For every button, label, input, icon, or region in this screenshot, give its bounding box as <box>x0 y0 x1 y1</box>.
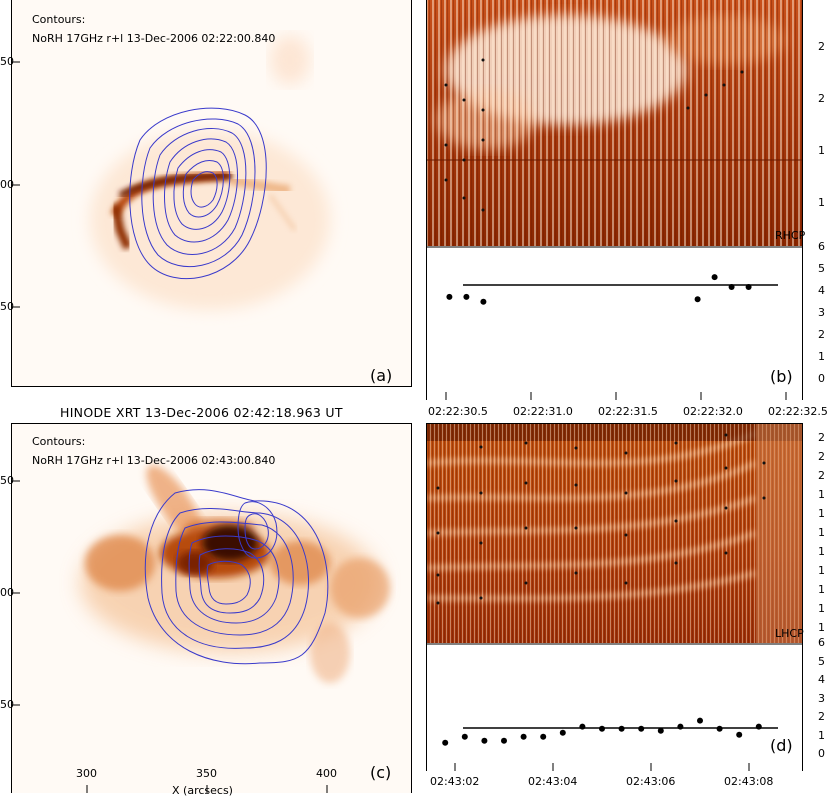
data-point <box>728 284 735 290</box>
x-tick: 02:43:06 <box>626 775 676 788</box>
contours-description: NoRH 17GHz r+l 13-Dec-2006 02:22:00.840 <box>32 32 276 45</box>
panel-a: Contours: NoRH 17GHz r+l 13-Dec-2006 02:… <box>0 0 412 387</box>
panel-tag: (d) <box>770 736 793 755</box>
right-tick: 2 <box>818 710 825 723</box>
data-point <box>657 727 664 734</box>
right-tick: 2 <box>818 431 825 444</box>
right-tick: 1 <box>818 621 825 634</box>
data-point <box>745 284 752 290</box>
right-tick: 4 <box>818 284 825 297</box>
right-tick: 2 <box>818 40 825 53</box>
data-point <box>579 723 586 730</box>
polarization-label: LHCP <box>775 627 804 640</box>
x-tick: 02:22:32.5 <box>768 405 828 418</box>
panel-d: LHCP (d) 2 2 2 1 1 1 1 1 1 1 1 6 5 4 3 2 1 0 <box>426 423 830 771</box>
x-tick: 350 <box>196 767 217 780</box>
right-tick: 1 <box>818 507 825 520</box>
right-tick: 1 <box>818 583 825 596</box>
data-point <box>540 733 547 740</box>
data-point <box>618 725 625 732</box>
right-tick: 0 <box>818 747 825 760</box>
x-axis-label: X (arcsecs) <box>172 784 233 797</box>
right-tick: 1 <box>818 350 825 363</box>
y-tick: 00 <box>0 586 14 599</box>
data-point <box>697 717 703 724</box>
right-tick: 3 <box>818 306 825 319</box>
y-tick: 50 <box>0 698 14 711</box>
data-point <box>677 723 684 730</box>
right-tick: 2 <box>818 328 825 341</box>
data-point <box>520 733 527 740</box>
panel-tag: (b) <box>770 367 793 386</box>
data-point <box>461 733 468 740</box>
x-tick: 02:22:31.0 <box>513 405 573 418</box>
right-tick: 1 <box>818 602 825 615</box>
xrt-image-a <box>12 0 412 387</box>
contours-a <box>129 107 267 280</box>
scatter-points-b <box>446 274 752 305</box>
right-tick: 1 <box>818 526 825 539</box>
x-tick: 02:43:02 <box>430 775 480 788</box>
spectrum-d <box>426 423 802 771</box>
right-tick: 2 <box>818 92 825 105</box>
y-tick: 50 <box>0 474 14 487</box>
y-tick: 00 <box>0 178 14 191</box>
panel-b: RHCP (b) 2 2 1 1 6 5 4 3 2 1 0 <box>426 0 830 400</box>
panel-c-title: HINODE XRT 13-Dec-2006 02:42:18.963 UT <box>60 405 343 420</box>
y-tick: 50 <box>0 55 14 68</box>
right-tick: 4 <box>818 673 825 686</box>
right-tick: 0 <box>818 372 825 385</box>
polarization-label: RHCP <box>775 229 806 242</box>
right-tick: 6 <box>818 240 825 253</box>
y-tick: 50 <box>0 300 14 313</box>
x-tick: 02:22:31.5 <box>598 405 658 418</box>
data-point <box>480 298 487 305</box>
right-tick: 1 <box>818 545 825 558</box>
data-point <box>463 293 470 300</box>
right-tick: 2 <box>818 450 825 463</box>
contours-label: Contours: <box>32 13 86 26</box>
data-point <box>694 296 701 303</box>
data-point <box>599 725 605 732</box>
contours-description: NoRH 17GHz r+l 13-Dec-2006 02:43:00.840 <box>32 454 276 467</box>
data-point <box>716 725 723 732</box>
spectrum-b <box>426 0 802 400</box>
right-tick: 1 <box>818 144 825 157</box>
contours-c <box>144 489 329 665</box>
x-tick: 02:22:32.0 <box>683 405 743 418</box>
xrt-image-c <box>12 423 412 793</box>
panel-tag: (a) <box>370 366 393 385</box>
x-tick: 02:43:08 <box>724 775 774 788</box>
data-point <box>711 274 718 281</box>
right-tick: 1 <box>818 728 825 742</box>
right-tick: 3 <box>818 691 825 705</box>
data-point <box>755 723 762 730</box>
right-tick: 6 <box>818 636 825 649</box>
x-tick: 02:43:04 <box>528 775 578 788</box>
data-point <box>481 737 488 744</box>
right-tick: 1 <box>818 196 825 209</box>
data-point <box>442 739 449 746</box>
right-tick: 5 <box>818 654 825 668</box>
panel-tag: (c) <box>370 763 392 782</box>
right-tick: 2 <box>818 469 825 482</box>
contours-label: Contours: <box>32 435 86 448</box>
x-tick: 300 <box>76 767 97 780</box>
data-point <box>638 725 645 732</box>
panel-c: Contours: NoRH 17GHz r+l 13-Dec-2006 02:… <box>0 423 412 793</box>
right-tick: 1 <box>818 564 825 577</box>
data-point <box>736 731 743 738</box>
data-point <box>446 293 453 300</box>
data-point <box>559 729 566 736</box>
data-point <box>501 737 507 744</box>
x-tick: 02:22:30.5 <box>428 405 488 418</box>
scatter-points-d <box>442 717 762 746</box>
right-tick: 1 <box>818 488 825 501</box>
x-tick: 400 <box>316 767 337 780</box>
right-tick: 5 <box>818 262 825 275</box>
